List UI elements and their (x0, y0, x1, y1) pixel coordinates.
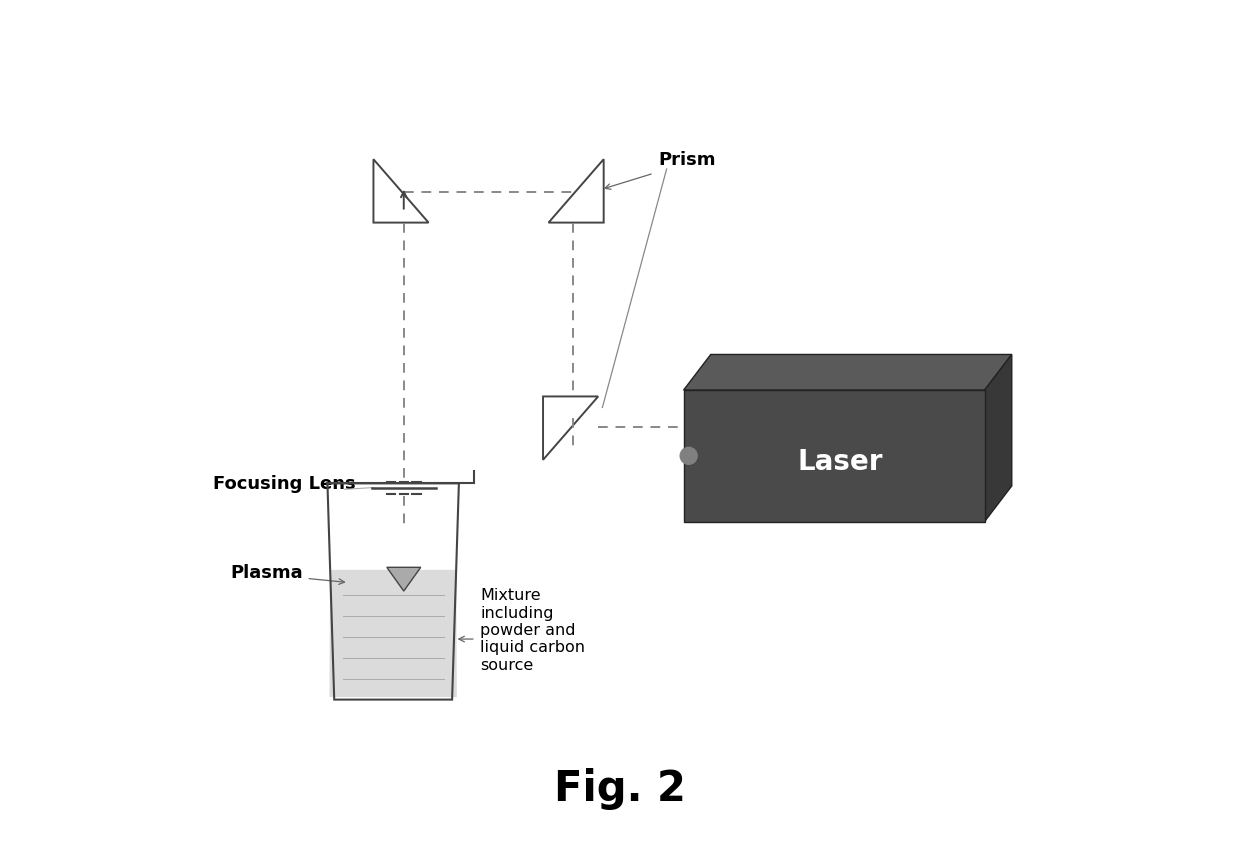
Polygon shape (683, 354, 1012, 390)
Text: Plasma: Plasma (229, 564, 303, 583)
Text: Fig. 2: Fig. 2 (554, 767, 686, 810)
Polygon shape (330, 570, 456, 697)
Polygon shape (985, 354, 1012, 522)
Text: Focusing Lens: Focusing Lens (213, 475, 356, 494)
Text: Prism: Prism (658, 151, 715, 169)
Polygon shape (387, 567, 420, 591)
Text: Mixture
including
powder and
liquid carbon
source: Mixture including powder and liquid carb… (480, 589, 585, 672)
Circle shape (681, 448, 697, 465)
Text: Laser: Laser (797, 449, 883, 477)
Polygon shape (683, 390, 985, 522)
